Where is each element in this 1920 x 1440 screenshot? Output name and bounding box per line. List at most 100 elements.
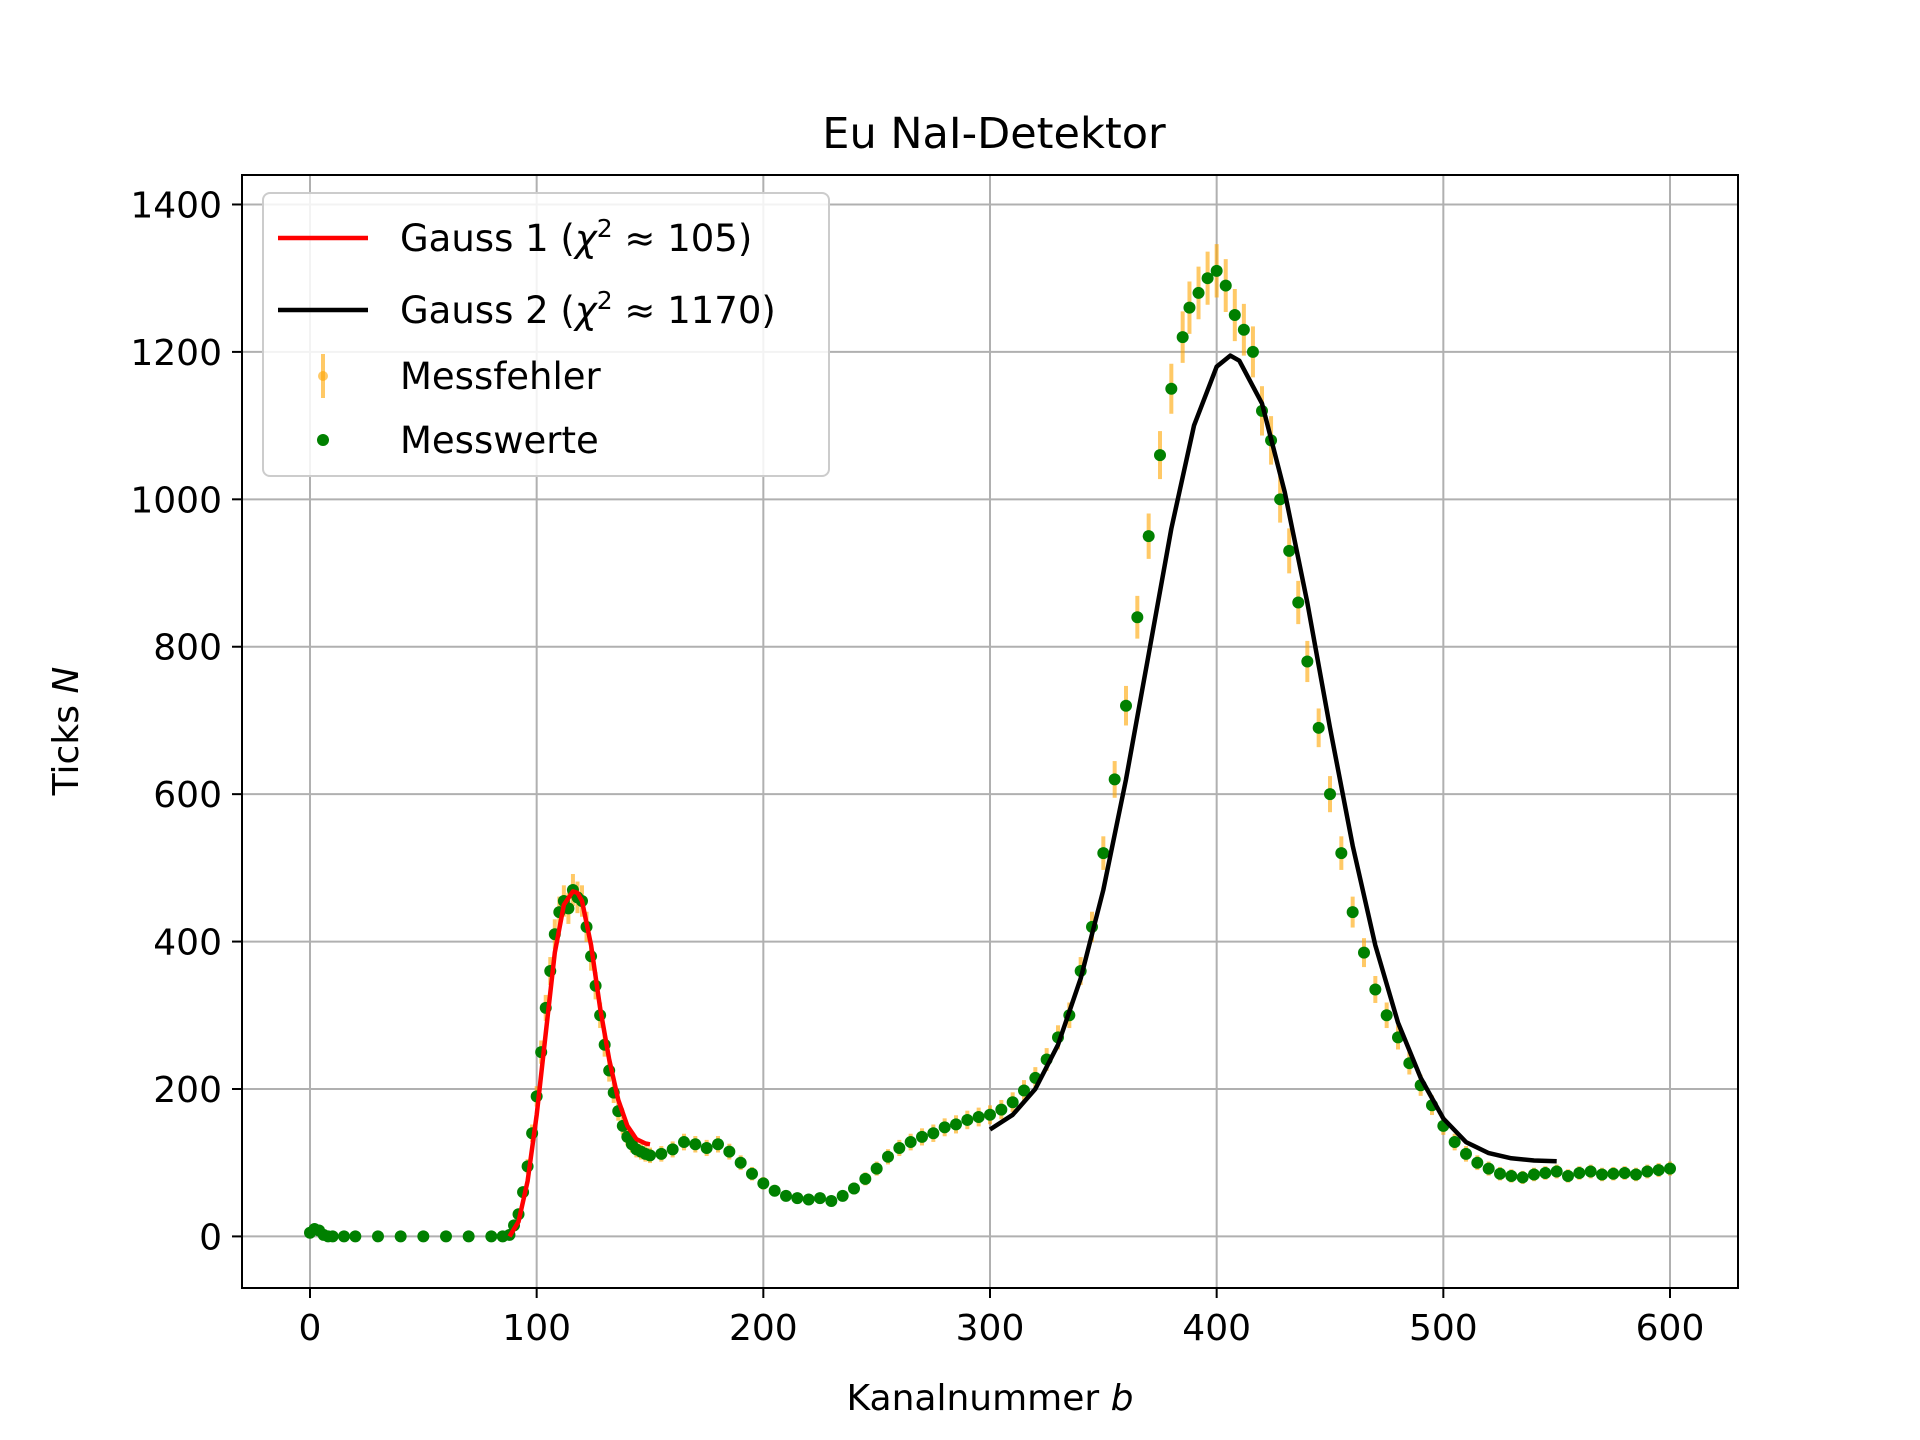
fit-line-gauss-2 <box>988 353 1557 1164</box>
data-point <box>678 1136 690 1149</box>
data-point <box>1120 699 1132 712</box>
data-point <box>1358 946 1370 959</box>
x-tick-label: 0 <box>299 1308 322 1349</box>
data-point <box>1142 530 1155 543</box>
data-point <box>712 1138 724 1151</box>
y-tick-label: 600 <box>153 775 222 816</box>
data-point <box>768 1184 781 1197</box>
data-point <box>802 1193 815 1206</box>
data-point <box>1641 1165 1654 1178</box>
data-point <box>1301 655 1314 668</box>
data-point <box>1448 1136 1461 1149</box>
data-point <box>780 1189 792 1202</box>
data-point <box>870 1162 883 1175</box>
data-point <box>1210 264 1223 277</box>
data-point <box>485 1230 498 1243</box>
x-tick-label: 600 <box>1636 1308 1705 1349</box>
data-point <box>1176 331 1189 344</box>
data-point <box>1562 1169 1574 1182</box>
data-point <box>938 1121 951 1134</box>
axis-ticks: 0 100 200 300 400 500 600 0 200 400 600 800 1000 1200… <box>130 185 1704 1349</box>
legend-label: Gauss 1 (χ2 ≈ 105) <box>400 214 752 260</box>
data-point <box>1584 1165 1597 1178</box>
x-axis-label: Kanalnummer b <box>847 1378 1134 1419</box>
data-point <box>757 1177 770 1190</box>
data-point <box>1664 1162 1676 1175</box>
data-point <box>338 1230 350 1243</box>
data-point <box>440 1230 452 1243</box>
data-point <box>961 1113 974 1126</box>
legend-label: Gauss 2 (χ2 ≈ 1170) <box>400 286 776 332</box>
data-point <box>700 1141 713 1154</box>
data-point <box>848 1182 860 1195</box>
legend-label: Messfehler <box>400 355 602 398</box>
y-tick-label: 1000 <box>130 480 222 521</box>
data-point <box>814 1192 826 1205</box>
data-point <box>882 1150 894 1163</box>
data-point <box>1108 773 1121 786</box>
data-point <box>1183 301 1196 314</box>
data-point <box>1652 1164 1665 1177</box>
data-point <box>1335 847 1348 860</box>
data-point <box>1006 1096 1019 1109</box>
plot-series <box>304 244 1676 1243</box>
data-point <box>462 1230 475 1243</box>
data-point <box>1618 1167 1631 1180</box>
data-point <box>1630 1168 1642 1181</box>
y-tick-label: 400 <box>153 923 222 964</box>
data-point <box>1596 1168 1608 1181</box>
data-point <box>825 1195 838 1208</box>
data-point <box>1292 596 1305 609</box>
data-point <box>1192 286 1205 299</box>
data-point <box>1505 1169 1518 1182</box>
y-tick-label: 1200 <box>130 333 222 374</box>
legend-label: Messwerte <box>400 419 599 462</box>
data-point <box>746 1167 758 1180</box>
data-point <box>859 1172 872 1185</box>
data-point <box>349 1230 362 1243</box>
data-point <box>984 1108 996 1121</box>
data-point <box>1237 323 1250 336</box>
data-point <box>1312 721 1325 734</box>
data-point <box>1246 345 1259 358</box>
data-point <box>1380 1009 1393 1022</box>
data-point <box>836 1189 849 1202</box>
data-point <box>1471 1156 1484 1169</box>
x-tick-label: 400 <box>1182 1308 1251 1349</box>
data-point <box>995 1103 1008 1116</box>
data-point <box>1369 983 1382 996</box>
data-point <box>1346 906 1359 919</box>
data-point <box>394 1230 407 1243</box>
data-point <box>1165 382 1178 395</box>
x-tick-label: 100 <box>502 1308 571 1349</box>
y-tick-label: 800 <box>153 628 222 669</box>
data-point <box>1516 1171 1529 1184</box>
data-point <box>916 1130 928 1143</box>
data-point <box>950 1118 962 1131</box>
x-tick-label: 200 <box>729 1308 798 1349</box>
data-point <box>689 1138 702 1151</box>
data-point <box>927 1127 940 1140</box>
data-point <box>655 1147 668 1160</box>
data-point <box>972 1110 985 1123</box>
data-point <box>1539 1167 1552 1180</box>
data-point <box>666 1143 679 1156</box>
data-point <box>1228 309 1241 322</box>
chart-title: Eu NaI-Detektor <box>822 109 1166 159</box>
data-point <box>1550 1165 1563 1178</box>
data-point <box>1482 1162 1495 1175</box>
x-tick-label: 300 <box>956 1308 1025 1349</box>
data-point <box>734 1156 747 1169</box>
data-point <box>417 1230 430 1243</box>
legend: Gauss 1 (χ2 ≈ 105) Gauss 2 (χ2 ≈ 1170) Mes… <box>262 192 830 477</box>
data-point <box>1154 449 1166 462</box>
data-point <box>644 1149 656 1162</box>
data-point <box>904 1136 917 1149</box>
data-point <box>723 1145 736 1158</box>
data-point <box>1573 1167 1586 1180</box>
data-point <box>1283 544 1296 557</box>
legend-marker-swatch <box>317 434 329 446</box>
data-point <box>372 1230 384 1243</box>
data-point <box>1219 279 1232 292</box>
data-point <box>1018 1084 1030 1097</box>
